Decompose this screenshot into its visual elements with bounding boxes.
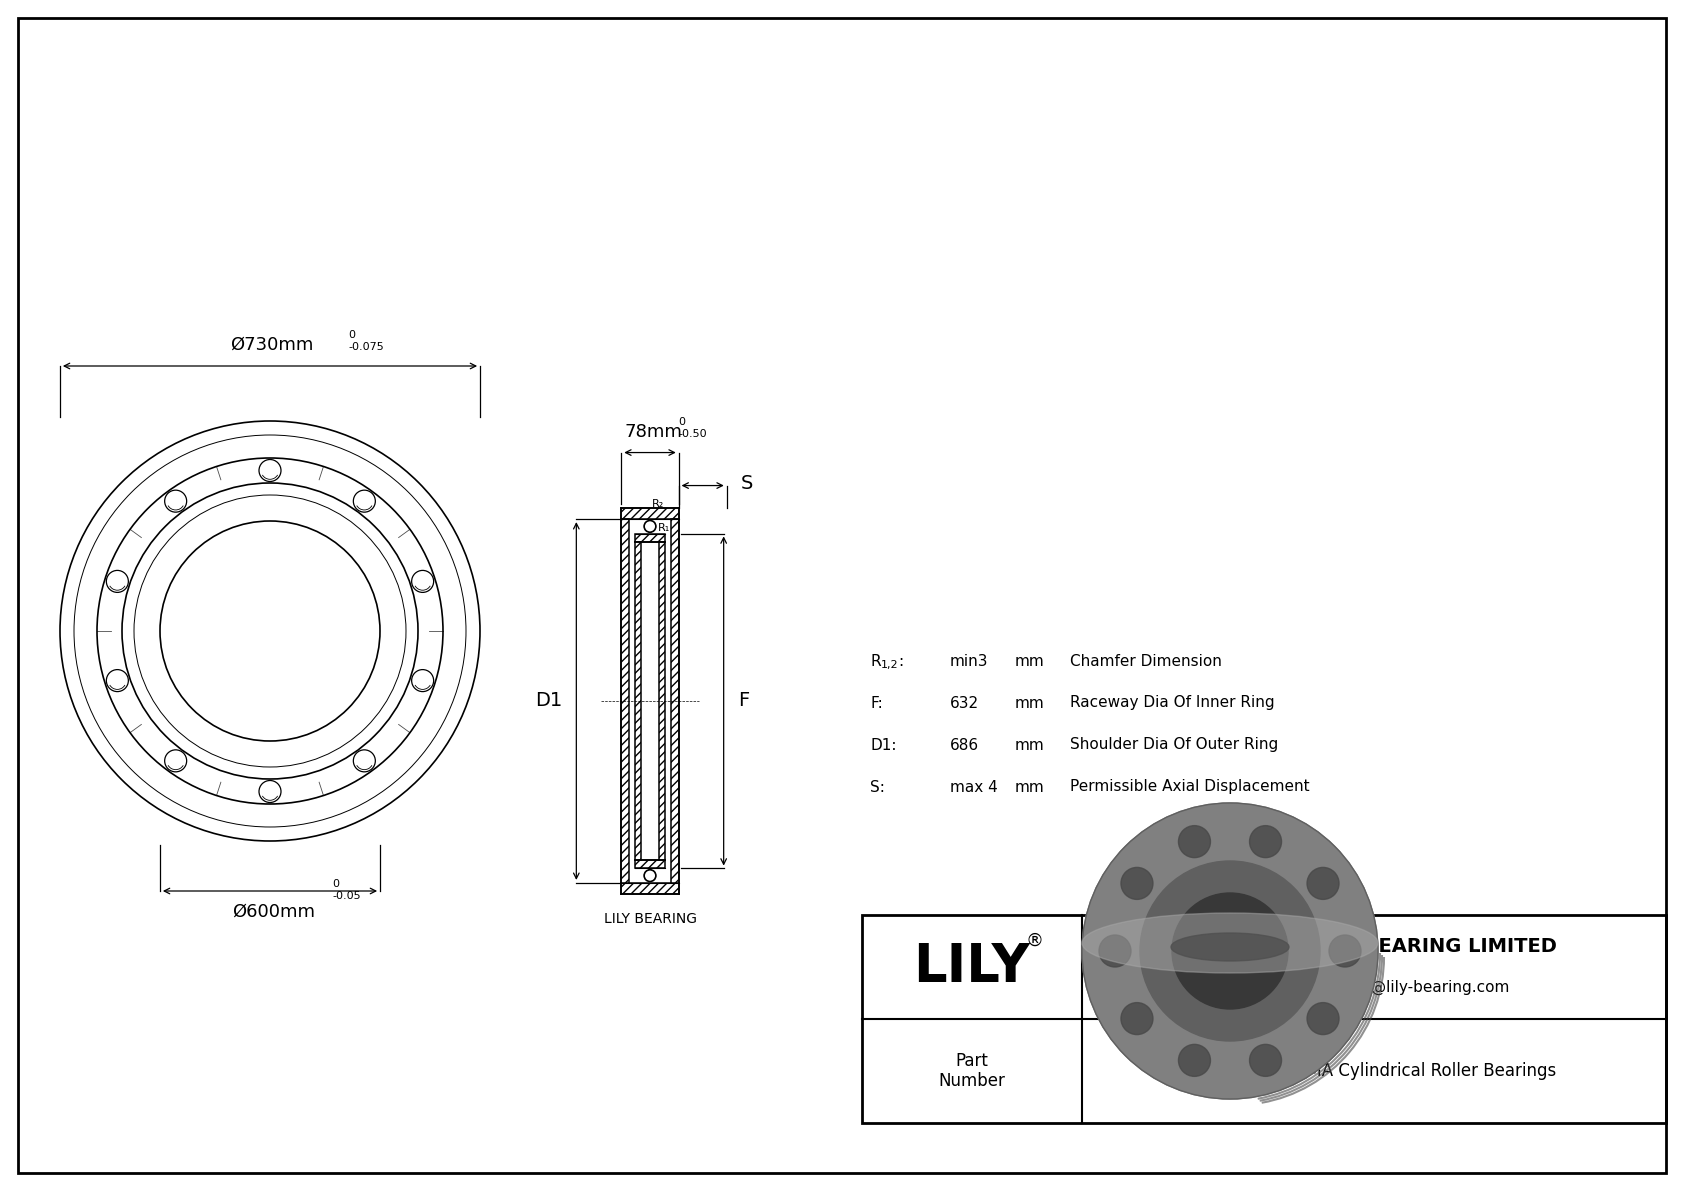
Circle shape [1250,825,1282,858]
Text: 1,2: 1,2 [881,660,899,671]
Text: Ø730mm: Ø730mm [231,336,313,354]
Text: D1:: D1: [871,737,896,753]
Circle shape [1122,1003,1154,1035]
Text: mm: mm [1015,779,1044,794]
Text: Part
Number: Part Number [938,1052,1005,1091]
Circle shape [1179,1045,1211,1077]
Text: R₂: R₂ [652,499,663,510]
Ellipse shape [1170,933,1288,961]
Bar [635,860,665,868]
Text: R: R [871,654,881,668]
Text: mm: mm [1015,737,1044,753]
Text: 632: 632 [950,696,978,711]
Circle shape [1307,867,1339,899]
Text: ®: ® [1026,933,1044,950]
Text: 0: 0 [679,417,685,426]
Text: F:: F: [871,696,882,711]
Text: min3: min3 [950,654,989,668]
Text: SHANGHAI LILY BEARING LIMITED: SHANGHAI LILY BEARING LIMITED [1191,937,1558,956]
Text: Raceway Dia Of Inner Ring: Raceway Dia Of Inner Ring [1069,696,1275,711]
Bar [621,883,679,894]
Bar [621,507,679,519]
Bar [670,519,679,883]
Circle shape [1172,893,1288,1009]
Text: Ø600mm: Ø600mm [232,903,315,921]
Text: LILY BEARING: LILY BEARING [603,912,697,927]
Bar [635,534,665,542]
Circle shape [1329,935,1361,967]
Circle shape [1140,861,1320,1041]
Circle shape [1250,1045,1282,1077]
Circle shape [1100,935,1132,967]
Text: mm: mm [1015,654,1044,668]
Text: LILY: LILY [914,941,1031,993]
Circle shape [1083,803,1378,1099]
Text: 78mm: 78mm [625,423,684,441]
Ellipse shape [1083,913,1378,973]
Bar [658,542,665,860]
Text: -0.05: -0.05 [332,891,360,902]
Text: NU 28/600 ECMA Cylindrical Roller Bearings: NU 28/600 ECMA Cylindrical Roller Bearin… [1192,1062,1556,1080]
Circle shape [1179,825,1211,858]
Text: F: F [738,692,749,711]
Text: S: S [741,474,753,493]
Text: S:: S: [871,779,884,794]
Text: Permissible Axial Displacement: Permissible Axial Displacement [1069,779,1310,794]
Text: R₁: R₁ [658,523,670,534]
Text: Chamfer Dimension: Chamfer Dimension [1069,654,1223,668]
Text: -0.075: -0.075 [349,342,384,353]
Text: 686: 686 [950,737,978,753]
Bar [862,915,1665,1123]
Circle shape [1122,867,1154,899]
Text: D1: D1 [536,692,562,711]
Bar [621,519,630,883]
Text: -0.50: -0.50 [679,429,707,438]
Bar [635,542,642,860]
Text: 0: 0 [332,879,338,888]
Text: :: : [898,654,903,668]
Text: max 4: max 4 [950,779,997,794]
Circle shape [1307,1003,1339,1035]
Text: Email: lilybearing@lily-bearing.com: Email: lilybearing@lily-bearing.com [1238,979,1509,994]
Text: mm: mm [1015,696,1044,711]
Text: 0: 0 [349,330,355,339]
Text: Shoulder Dia Of Outer Ring: Shoulder Dia Of Outer Ring [1069,737,1278,753]
